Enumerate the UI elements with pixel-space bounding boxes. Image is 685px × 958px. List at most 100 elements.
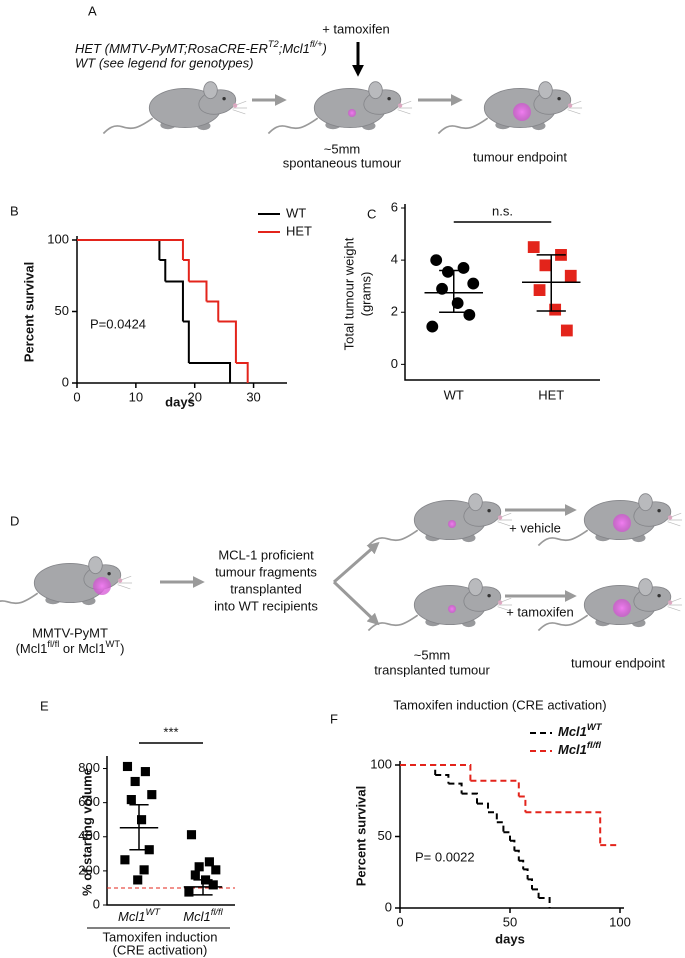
genotype-het: HET (MMTV-PyMT;RosaCRE-ERT2;Mcl1fl/+): [75, 39, 327, 56]
survival-step: [77, 239, 184, 261]
panel-label: E: [40, 698, 49, 713]
annotation: n.s.: [492, 203, 513, 218]
point: [208, 880, 218, 890]
x-axis-label: days: [495, 931, 525, 946]
legend-label: HET: [286, 223, 312, 238]
y-axis-label: Percent survival: [353, 786, 368, 886]
arrow: [332, 580, 380, 626]
point: [211, 865, 221, 875]
error-bar: [439, 269, 469, 313]
survival-step: [488, 811, 498, 823]
text-part: Mcl1: [183, 909, 210, 924]
y-tick-label: 200: [78, 862, 100, 877]
annotation: ***: [163, 724, 178, 739]
point: [560, 324, 573, 337]
vehicle: + vehicle: [509, 520, 561, 535]
x-axis-label: Tamoxifen induction: [103, 929, 218, 944]
text-part: HET (MMTV-PyMT;RosaCRE-ER: [75, 41, 268, 56]
superscript: fl/+: [310, 39, 323, 49]
genotype-wt: WT (see legend for genotypes): [75, 55, 253, 70]
y-tick-label: 100: [370, 756, 392, 771]
survival-step: [538, 896, 551, 908]
survival-step: [218, 320, 237, 363]
y-tick-label: 600: [78, 794, 100, 809]
mouse: [102, 80, 248, 135]
survival-step: [523, 868, 529, 880]
procedure: MCL-1 proficient: [218, 547, 314, 562]
point: [140, 767, 150, 777]
legend-label: Mcl1fl/fl: [558, 740, 601, 757]
point: [186, 830, 197, 840]
panel-label: F: [330, 711, 338, 726]
text-part: ): [321, 41, 327, 56]
panel-label: C: [367, 206, 376, 221]
superscript: WT: [587, 722, 603, 732]
panel-label: D: [10, 513, 19, 528]
x-tick-label: 0: [396, 914, 403, 929]
point: [194, 862, 204, 872]
stage: transplanted tumour: [374, 662, 490, 677]
point: [147, 790, 157, 800]
x-tick-label: HET: [538, 387, 564, 402]
point: [451, 297, 464, 310]
point: [426, 320, 439, 333]
y-tick-label: 100: [47, 231, 69, 246]
stage: spontaneous tumour: [283, 155, 402, 170]
tumour: [448, 520, 456, 528]
point: [184, 887, 194, 897]
endpoint: tumour endpoint: [571, 655, 665, 670]
y-tick-label: 2: [391, 304, 398, 319]
survival-step: [532, 888, 540, 898]
point: [463, 308, 476, 321]
survival-step: [188, 280, 208, 302]
point: [130, 776, 140, 787]
survival-step: [182, 320, 190, 363]
panel-d: D MMTV-PyMT (Mcl1fl/fl or Mcl1WT) MCL-1 …: [0, 492, 683, 677]
y-axis-unit: (grams): [358, 272, 373, 317]
y-axis-label: Total tumour weight: [341, 237, 356, 350]
y-tick-label: 0: [385, 899, 392, 914]
survival-step: [235, 361, 249, 383]
point: [457, 262, 470, 274]
superscript: T2: [268, 39, 280, 49]
procedure: transplanted: [230, 581, 302, 596]
point: [144, 845, 154, 855]
survival-step: [518, 859, 525, 870]
y-axis-label: Percent survival: [21, 262, 36, 362]
axis: [404, 204, 600, 381]
survival-step: [525, 811, 602, 846]
point: [533, 284, 546, 296]
survival-step: [182, 259, 190, 282]
tumour: [513, 103, 531, 121]
tumour: [613, 514, 631, 532]
survival-step: [188, 361, 232, 383]
text-part: or Mcl1: [59, 641, 105, 656]
text-part: (Mcl1: [16, 641, 48, 656]
point: [126, 795, 136, 805]
survival-step: [159, 259, 167, 282]
point: [564, 269, 577, 282]
x-tick-label: 100: [609, 914, 631, 929]
y-tick-label: 0: [62, 374, 69, 389]
survival-step: [448, 782, 463, 794]
survival-step: [461, 792, 478, 804]
point: [190, 870, 200, 880]
survival-step: [510, 839, 516, 851]
axis: [399, 761, 624, 909]
chart-title: Tamoxifen induction (CRE activation): [393, 697, 606, 712]
superscript: fl/fl: [47, 639, 59, 649]
tumour: [613, 599, 631, 617]
y-axis-label: % of starting volume: [79, 768, 94, 896]
y-tick-label: 0: [93, 896, 100, 911]
text-part: ): [120, 641, 124, 656]
tumour: [448, 605, 456, 613]
text-part: ;Mcl1: [279, 41, 310, 56]
donor-genotype: (Mcl1fl/fl or Mcl1WT): [16, 639, 125, 656]
tumour: [93, 577, 111, 595]
x-tick-label: Mcl1fl/fl: [183, 907, 223, 924]
superscript: fl/fl: [587, 740, 601, 750]
tumour: [348, 109, 356, 117]
survival-step: [514, 849, 520, 861]
text-part: Mcl1: [558, 724, 587, 739]
text-part: Mcl1: [558, 742, 587, 757]
